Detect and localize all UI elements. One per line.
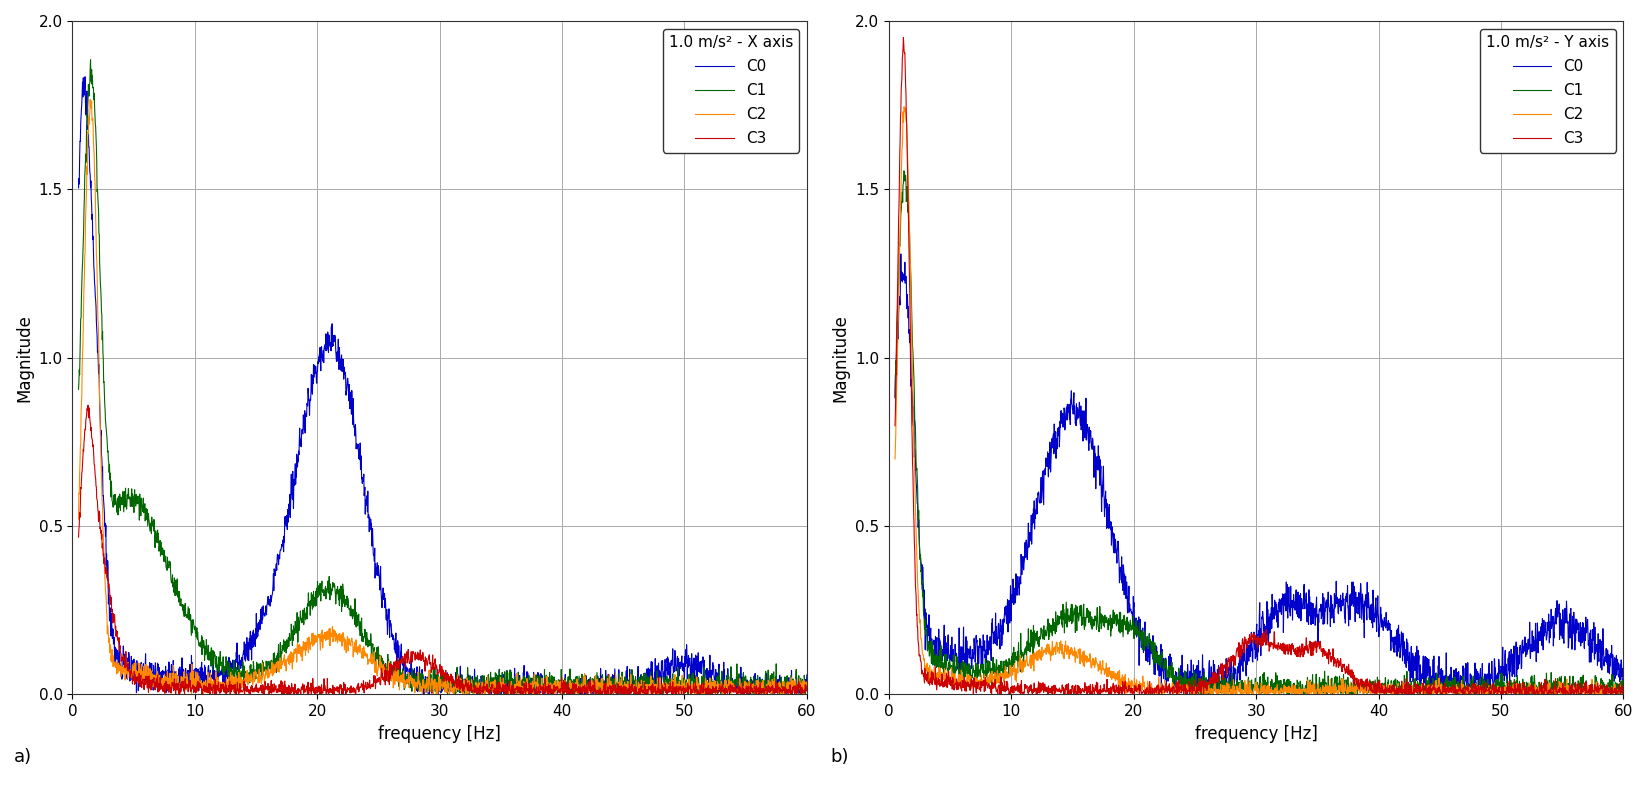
Line: C1: C1 bbox=[895, 171, 1623, 694]
C2 bbox=[424, 690, 443, 699]
C0 bbox=[776, 676, 796, 686]
C0 bbox=[404, 676, 424, 686]
Line: C1: C1 bbox=[79, 60, 808, 694]
C3 bbox=[424, 664, 443, 674]
C2 bbox=[404, 675, 424, 684]
Line: C0: C0 bbox=[79, 77, 808, 694]
C0 bbox=[105, 644, 125, 653]
C1 bbox=[893, 166, 913, 175]
C3 bbox=[404, 648, 424, 657]
C0 bbox=[414, 690, 433, 699]
C2 bbox=[885, 454, 905, 464]
C2 bbox=[776, 680, 796, 690]
C1 bbox=[424, 672, 443, 681]
C3 bbox=[1592, 683, 1612, 692]
X-axis label: frequency [Hz]: frequency [Hz] bbox=[1195, 724, 1317, 743]
C3 bbox=[776, 690, 796, 699]
C1 bbox=[885, 392, 905, 401]
C2 bbox=[895, 102, 915, 111]
C1 bbox=[1592, 685, 1612, 694]
C0 bbox=[424, 684, 443, 694]
C1 bbox=[105, 500, 125, 510]
Legend: C0, C1, C2, C3: C0, C1, C2, C3 bbox=[1480, 28, 1615, 152]
Y-axis label: Magnitude: Magnitude bbox=[15, 314, 33, 401]
C2 bbox=[219, 690, 239, 699]
C0 bbox=[776, 682, 796, 691]
C0 bbox=[798, 670, 817, 679]
C0 bbox=[1221, 667, 1241, 676]
C0 bbox=[923, 638, 943, 647]
C0 bbox=[885, 393, 905, 403]
C0 bbox=[1592, 650, 1612, 660]
C0 bbox=[1613, 674, 1633, 683]
C3 bbox=[776, 686, 796, 695]
Line: C2: C2 bbox=[79, 100, 808, 694]
C3 bbox=[1239, 638, 1259, 648]
C3 bbox=[105, 631, 125, 641]
Text: a): a) bbox=[13, 747, 31, 766]
C0 bbox=[1594, 624, 1613, 634]
C1 bbox=[1613, 679, 1633, 689]
C2 bbox=[1592, 686, 1612, 695]
Legend: C0, C1, C2, C3: C0, C1, C2, C3 bbox=[662, 28, 799, 152]
C1 bbox=[923, 641, 943, 651]
C2 bbox=[1239, 689, 1259, 698]
C2 bbox=[798, 685, 817, 694]
C3 bbox=[69, 532, 89, 542]
C0 bbox=[892, 249, 911, 258]
C3 bbox=[798, 681, 817, 690]
C0 bbox=[76, 72, 96, 81]
C1 bbox=[776, 672, 796, 681]
C3 bbox=[1594, 689, 1613, 698]
C2 bbox=[776, 683, 796, 693]
C3 bbox=[1221, 658, 1241, 668]
X-axis label: frequency [Hz]: frequency [Hz] bbox=[377, 724, 501, 743]
C0 bbox=[1195, 690, 1215, 699]
C1 bbox=[1220, 679, 1239, 689]
C3 bbox=[1460, 689, 1480, 698]
C1 bbox=[798, 686, 817, 695]
Line: C3: C3 bbox=[895, 38, 1623, 694]
C3 bbox=[77, 401, 97, 410]
C2 bbox=[69, 514, 89, 524]
C3 bbox=[893, 33, 913, 43]
C2 bbox=[1613, 687, 1633, 696]
C2 bbox=[1594, 684, 1613, 694]
C0 bbox=[643, 680, 662, 690]
C1 bbox=[1434, 690, 1454, 699]
C3 bbox=[1613, 684, 1633, 694]
C3 bbox=[885, 421, 905, 431]
C2 bbox=[105, 663, 125, 672]
C2 bbox=[1458, 686, 1478, 695]
C1 bbox=[653, 690, 672, 699]
C0 bbox=[69, 183, 89, 193]
C2 bbox=[923, 674, 943, 683]
Line: C2: C2 bbox=[895, 107, 1623, 694]
C3 bbox=[544, 690, 564, 699]
Text: b): b) bbox=[831, 747, 849, 766]
C2 bbox=[81, 95, 101, 104]
C1 bbox=[81, 55, 101, 65]
C1 bbox=[404, 673, 424, 683]
Line: C3: C3 bbox=[79, 405, 808, 694]
C1 bbox=[1239, 676, 1259, 686]
C1 bbox=[1460, 684, 1480, 694]
C0 bbox=[1460, 682, 1480, 691]
C1 bbox=[776, 684, 796, 694]
C0 bbox=[1239, 640, 1259, 649]
C2 bbox=[643, 675, 662, 685]
Y-axis label: Magnitude: Magnitude bbox=[832, 314, 849, 401]
Line: C0: C0 bbox=[895, 254, 1623, 694]
C3 bbox=[1060, 690, 1079, 699]
C1 bbox=[1594, 684, 1613, 694]
C2 bbox=[1220, 689, 1239, 698]
C1 bbox=[643, 678, 662, 687]
C2 bbox=[1585, 690, 1605, 699]
C3 bbox=[923, 668, 943, 677]
C3 bbox=[643, 679, 662, 689]
C1 bbox=[69, 385, 89, 394]
